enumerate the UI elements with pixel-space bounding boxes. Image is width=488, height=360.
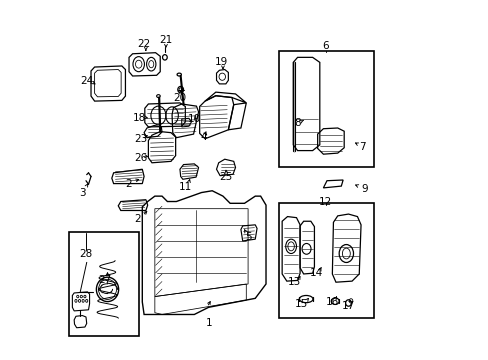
Text: 3: 3 bbox=[79, 188, 85, 198]
Text: 7: 7 bbox=[359, 142, 366, 152]
Text: 1: 1 bbox=[205, 319, 211, 328]
Text: 22: 22 bbox=[137, 40, 150, 49]
Text: 23: 23 bbox=[134, 134, 147, 144]
Text: 26: 26 bbox=[134, 153, 147, 163]
Text: 9: 9 bbox=[361, 184, 367, 194]
Text: 2: 2 bbox=[125, 179, 132, 189]
Text: 2: 2 bbox=[134, 215, 141, 224]
Bar bbox=[69, 232, 139, 336]
Text: 20: 20 bbox=[173, 93, 186, 103]
Text: 14: 14 bbox=[309, 268, 322, 278]
Text: 21: 21 bbox=[159, 35, 172, 45]
Text: 11: 11 bbox=[178, 182, 191, 192]
Text: 8: 8 bbox=[294, 118, 300, 128]
Bar bbox=[278, 203, 373, 318]
Text: 19: 19 bbox=[214, 57, 227, 67]
Text: 12: 12 bbox=[318, 197, 331, 207]
Text: 24: 24 bbox=[80, 76, 93, 86]
Text: 28: 28 bbox=[79, 248, 92, 258]
Text: 15: 15 bbox=[295, 299, 308, 309]
Bar bbox=[278, 51, 373, 167]
Text: 25: 25 bbox=[219, 172, 232, 183]
Text: 16: 16 bbox=[325, 297, 338, 307]
Text: 18: 18 bbox=[133, 113, 146, 123]
Text: 10: 10 bbox=[187, 114, 201, 124]
Text: 5: 5 bbox=[244, 232, 251, 242]
Text: 17: 17 bbox=[341, 301, 354, 311]
Text: 6: 6 bbox=[322, 41, 328, 50]
Text: 13: 13 bbox=[287, 277, 301, 287]
Text: 4: 4 bbox=[200, 132, 206, 142]
Text: 27: 27 bbox=[98, 275, 111, 285]
